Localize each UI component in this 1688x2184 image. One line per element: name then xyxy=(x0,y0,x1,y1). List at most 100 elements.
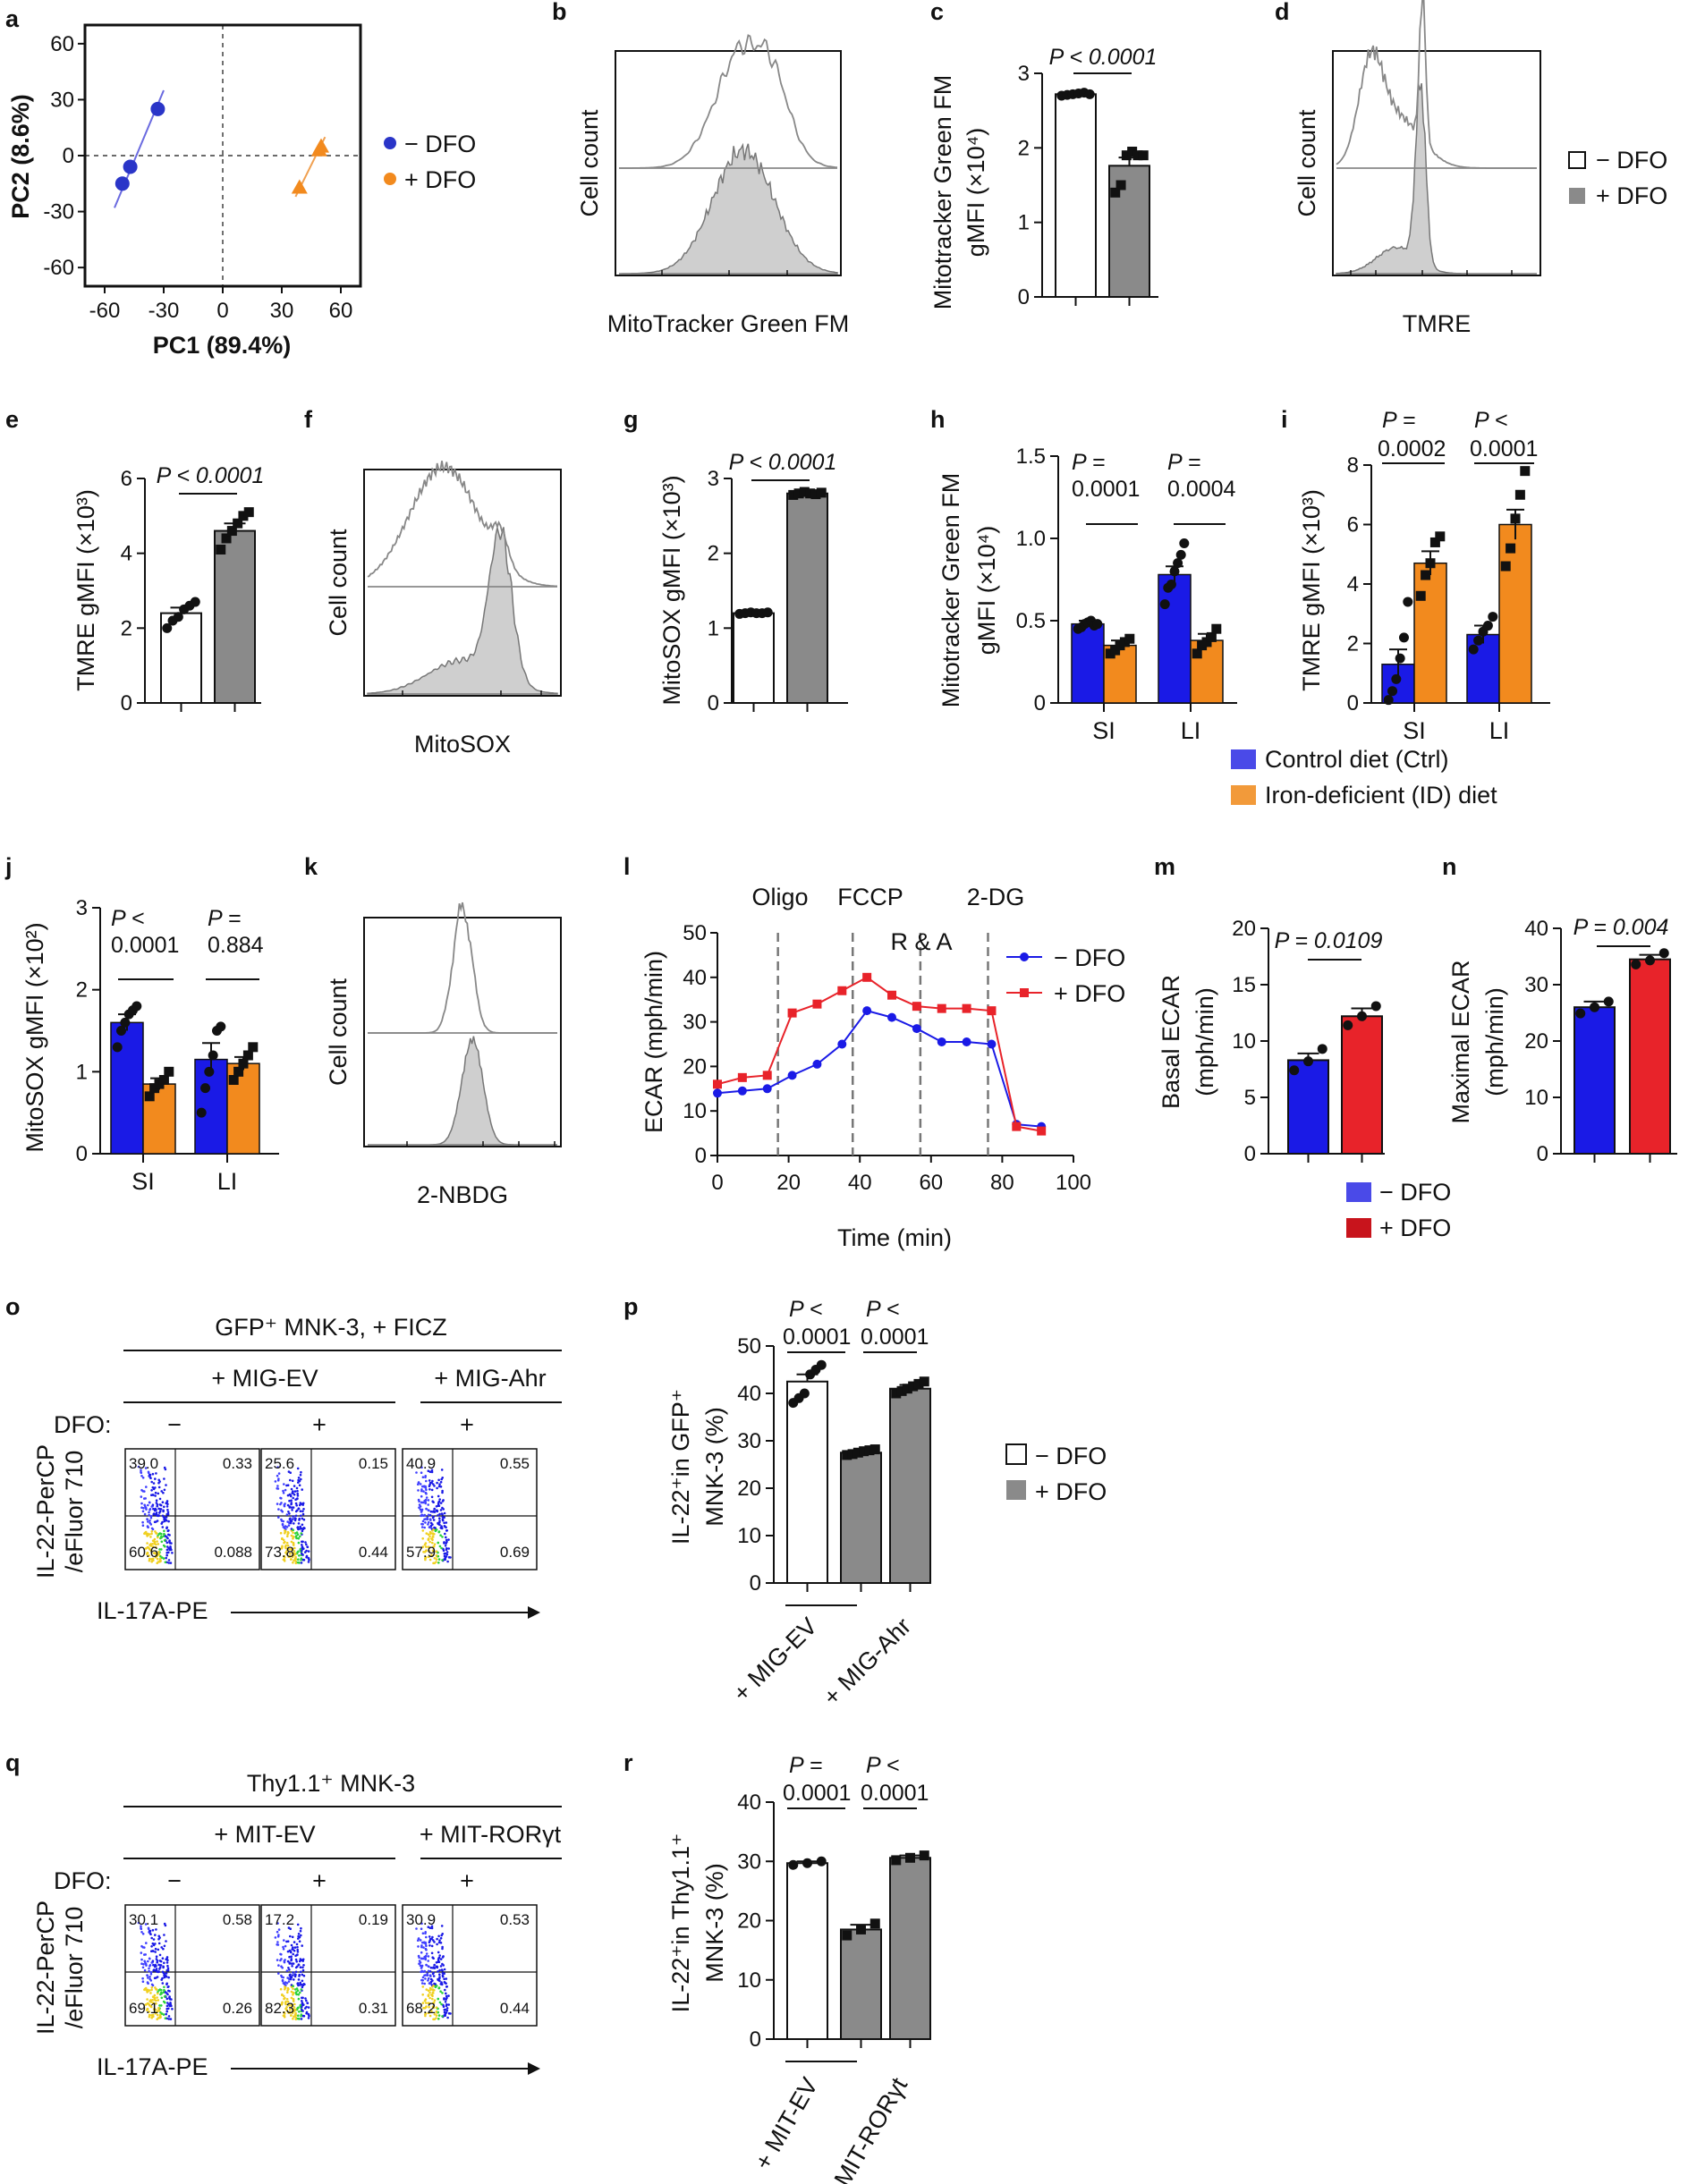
flow-event xyxy=(301,2000,303,2002)
flow-event xyxy=(305,1549,308,1553)
flow-event xyxy=(305,2011,308,2015)
flow-event xyxy=(301,1517,304,1520)
data-point xyxy=(1192,648,1202,659)
data-point xyxy=(1425,558,1436,569)
group-label: + MIT-EV xyxy=(214,1821,315,1848)
x-axis-label: PC1 (89.4%) xyxy=(153,332,292,359)
y-tick-label: 10 xyxy=(1232,1029,1256,1054)
flow-event xyxy=(299,1970,302,1974)
flow-event xyxy=(297,1507,301,1510)
flow-event xyxy=(148,1501,151,1504)
flow-event xyxy=(441,1945,444,1949)
flow-event xyxy=(288,1968,291,1971)
flow-event xyxy=(165,1968,168,1972)
flow-event xyxy=(443,1977,445,1981)
y-axis-label: Mitotracker Green FM xyxy=(937,473,964,708)
flow-event xyxy=(157,1553,161,1556)
flow-event xyxy=(148,1511,150,1514)
flow-event xyxy=(285,1542,289,1545)
quadrant-value: 17.2 xyxy=(265,1911,294,1928)
flow-event xyxy=(435,1558,438,1561)
flow-event xyxy=(447,1556,451,1559)
p-value: P < 0.0001 xyxy=(729,450,837,475)
flow-event xyxy=(145,2003,148,2006)
flow-event xyxy=(169,1562,173,1564)
flow-event xyxy=(301,1960,305,1962)
flow-event xyxy=(428,1549,430,1553)
flow-event xyxy=(293,2015,295,2018)
flow-event xyxy=(424,1498,428,1502)
flow-event xyxy=(424,1501,428,1503)
flow-event xyxy=(441,1536,444,1538)
flow-event xyxy=(292,1542,295,1545)
data-point xyxy=(115,176,130,191)
flow-event xyxy=(166,1511,170,1514)
data-point xyxy=(162,622,173,633)
flow-event xyxy=(152,1968,155,1972)
panel-label: d xyxy=(1275,0,1290,25)
bar xyxy=(1108,165,1150,298)
flow-event xyxy=(432,1989,435,1992)
data-point xyxy=(799,1388,810,1399)
x-axis-label: Time (min) xyxy=(837,1224,952,1251)
data-point xyxy=(233,1066,244,1077)
legend-label: − DFO xyxy=(1054,944,1125,971)
flow-event xyxy=(168,1996,171,1999)
bar xyxy=(840,1452,882,1584)
flow-event xyxy=(428,1540,431,1544)
legend-label: + DFO xyxy=(1054,980,1125,1007)
flow-event xyxy=(154,2012,157,2015)
data-point xyxy=(221,533,232,544)
flow-event xyxy=(284,2000,288,2003)
flow-event xyxy=(441,1974,445,1977)
y-tick-label: 0 xyxy=(750,1571,761,1596)
flow-event xyxy=(289,1519,293,1523)
data-point xyxy=(243,507,254,518)
flow-event xyxy=(280,1547,284,1550)
bar xyxy=(1573,1006,1616,1155)
flow-event xyxy=(443,1511,446,1515)
flow-event xyxy=(420,1957,424,1960)
flow-event xyxy=(165,1553,168,1557)
dfo-sign: + xyxy=(460,1867,474,1894)
flow-event xyxy=(432,2006,436,2010)
flow-event xyxy=(152,1507,155,1511)
flow-event xyxy=(167,2002,170,2006)
x-tick-label: 20 xyxy=(776,1171,801,1195)
flow-event xyxy=(428,1996,431,2000)
flow-event xyxy=(417,1954,420,1958)
flow-event xyxy=(298,1554,301,1557)
flow-event xyxy=(421,1941,424,1944)
flow-event xyxy=(297,1477,301,1479)
flow-event xyxy=(421,1545,425,1548)
flow-event xyxy=(151,1545,155,1548)
flow-event xyxy=(157,1561,160,1563)
legend-label: − DFO xyxy=(404,131,476,157)
flow-event xyxy=(299,2003,302,2007)
flow-event xyxy=(292,1537,294,1540)
flow-event xyxy=(156,1504,158,1508)
flow-event xyxy=(445,1553,449,1556)
flow-event xyxy=(420,1922,423,1926)
flow-event xyxy=(294,1562,298,1565)
flow-event xyxy=(292,1518,294,1520)
data-point xyxy=(987,1006,997,1016)
flow-event xyxy=(298,1960,301,1963)
flow-event xyxy=(301,1510,304,1513)
flow-event xyxy=(161,1501,165,1503)
data-point xyxy=(1084,89,1095,99)
p-value: P = xyxy=(1382,408,1415,433)
flow-event xyxy=(301,2005,303,2009)
flow-event xyxy=(280,1497,283,1500)
flow-event xyxy=(424,1947,428,1951)
data-point xyxy=(1012,1122,1022,1131)
flow-event xyxy=(307,1556,310,1560)
data-point xyxy=(856,1924,866,1934)
flow-event xyxy=(153,1540,157,1544)
p-value: P < xyxy=(1474,408,1507,433)
data-point xyxy=(1115,180,1126,190)
bar xyxy=(889,1857,931,2040)
flow-event xyxy=(294,1552,297,1555)
flow-event xyxy=(163,1985,165,1989)
data-point xyxy=(1166,580,1176,590)
